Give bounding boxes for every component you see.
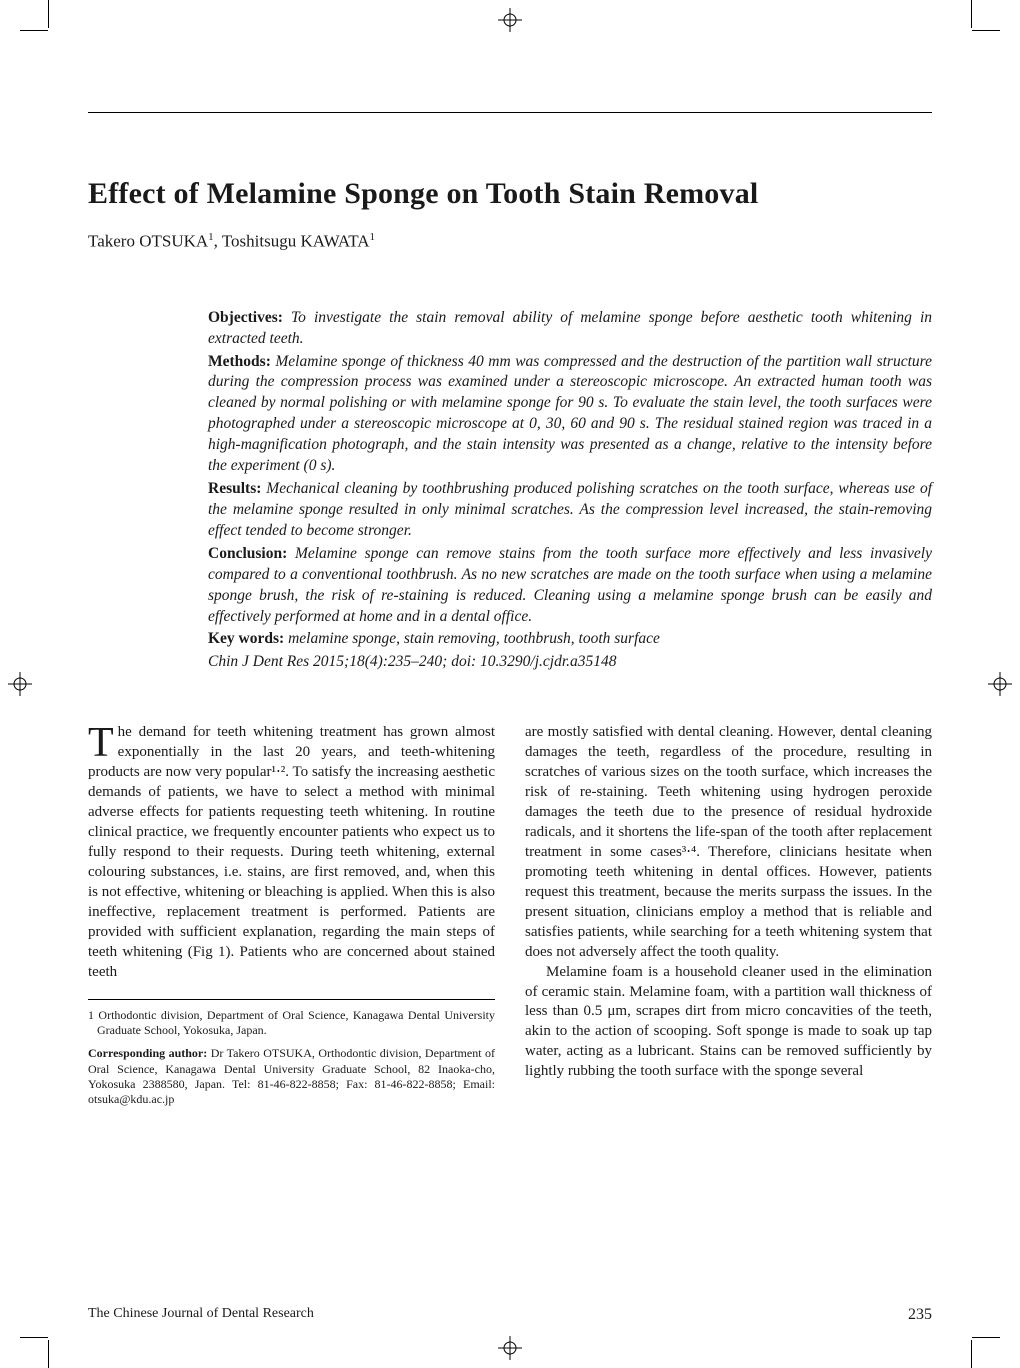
abstract-conclusion-label: Conclusion: — [208, 545, 287, 562]
header-rule — [88, 112, 932, 113]
abstract-methods-text: Melamine sponge of thickness 40 mm was c… — [208, 353, 932, 475]
body-paragraph: Melamine foam is a household cleaner use… — [525, 963, 932, 1083]
crop-mark — [972, 1337, 1000, 1338]
body-columns: The demand for teeth whitening treatment… — [88, 723, 932, 1115]
footnote-rule — [88, 999, 495, 1000]
abstract-results-label: Results: — [208, 480, 261, 497]
body-paragraph: are mostly satisfied with dental cleanin… — [525, 723, 932, 962]
registration-mark-icon — [988, 672, 1012, 696]
registration-mark-icon — [8, 672, 32, 696]
crop-mark — [971, 1340, 972, 1368]
abstract-keywords-label: Key words: — [208, 630, 284, 647]
abstract-block: Objectives: To investigate the stain rem… — [208, 308, 932, 674]
affiliation-footnote: 1 Orthodontic division, Department of Or… — [88, 1008, 495, 1039]
corresponding-author-footnote: Corresponding author: Dr Takero OTSUKA, … — [88, 1046, 495, 1107]
corresponding-label: Corresponding author: — [88, 1046, 207, 1060]
crop-mark — [972, 30, 1000, 31]
crop-mark — [48, 0, 49, 28]
crop-mark — [20, 1337, 48, 1338]
page-content: Effect of Melamine Sponge on Tooth Stain… — [88, 112, 932, 1116]
right-column: are mostly satisfied with dental cleanin… — [525, 723, 932, 1115]
dropcap: T — [88, 723, 118, 760]
abstract-keywords-text: melamine sponge, stain removing, toothbr… — [288, 630, 660, 647]
crop-mark — [48, 1340, 49, 1368]
page-footer: The Chinese Journal of Dental Research 2… — [88, 1306, 932, 1324]
abstract-objectives-label: Objectives: — [208, 309, 283, 326]
abstract-conclusion-text: Melamine sponge can remove stains from t… — [208, 545, 932, 625]
abstract-citation: Chin J Dent Res 2015;18(4):235–240; doi:… — [208, 653, 617, 670]
authors-line: Takero OTSUKA1, Toshitsugu KAWATA1 — [88, 231, 932, 252]
registration-mark-icon — [498, 1336, 522, 1360]
body-paragraph: The demand for teeth whitening treatment… — [88, 723, 495, 982]
left-column: The demand for teeth whitening treatment… — [88, 723, 495, 1115]
body-left-text: he demand for teeth whitening treatment … — [88, 724, 495, 979]
registration-mark-icon — [498, 8, 522, 32]
crop-mark — [20, 30, 48, 31]
footnotes: 1 Orthodontic division, Department of Or… — [88, 1008, 495, 1108]
abstract-objectives-text: To investigate the stain removal ability… — [208, 309, 932, 347]
abstract-methods-label: Methods: — [208, 353, 271, 370]
journal-name: The Chinese Journal of Dental Research — [88, 1306, 314, 1324]
abstract-results-text: Mechanical cleaning by toothbrushing pro… — [208, 480, 932, 539]
article-title: Effect of Melamine Sponge on Tooth Stain… — [88, 177, 932, 211]
page-number: 235 — [908, 1306, 932, 1324]
crop-mark — [971, 0, 972, 28]
